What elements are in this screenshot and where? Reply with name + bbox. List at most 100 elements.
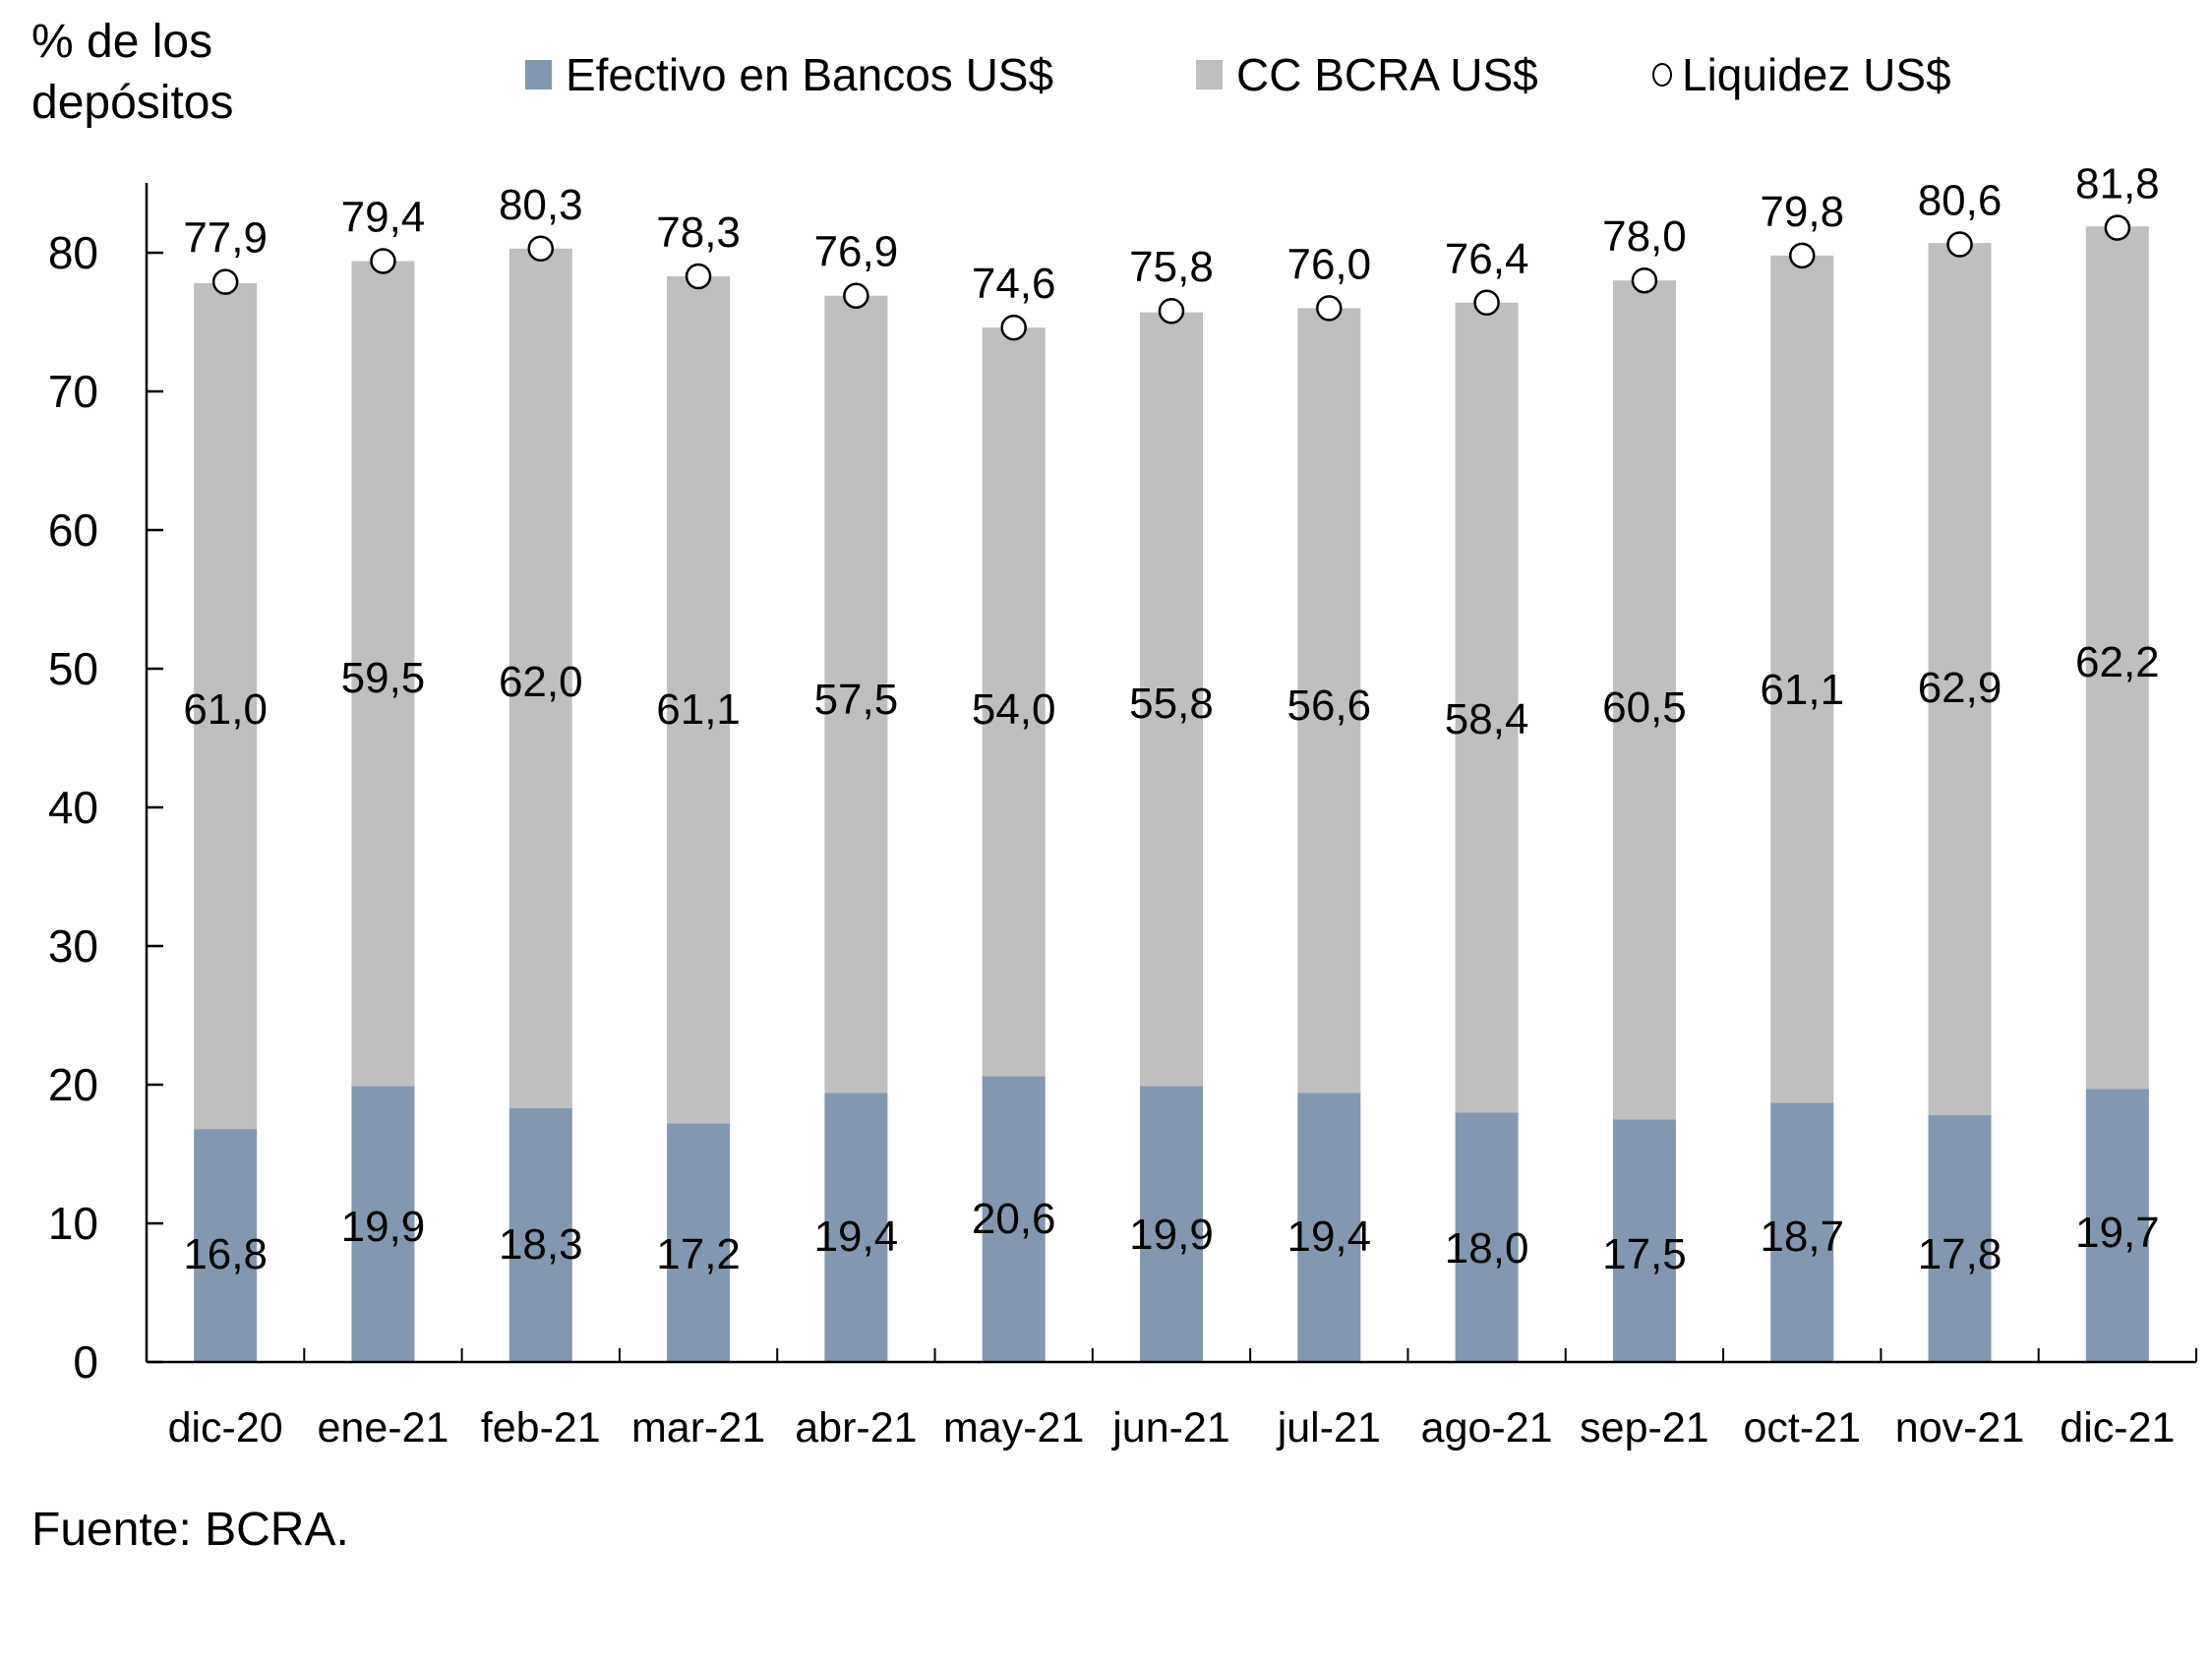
x-tick-label-jun-21: jun-21: [1110, 1404, 1230, 1452]
data-label-liquidez: 78,3: [656, 208, 741, 257]
bar-cc-bcra-may-21: [982, 327, 1046, 1077]
data-label-liquidez: 78,0: [1602, 212, 1687, 261]
axes-layer: 0 10 20 30 40 50 60 70 80 dic-20 ene-21 feb-21 mar-2…: [48, 183, 2197, 1452]
y-axis-title: % de los depósitos: [31, 12, 233, 134]
liquidez-marker-feb-21: [527, 235, 555, 263]
legend-swatch-cc-bcra: [1196, 60, 1223, 89]
legend-circle-marker-icon: [1652, 63, 1672, 87]
data-label-efectivo: 18,3: [499, 1220, 583, 1269]
data-label-cc-bcra: 61,1: [1760, 666, 1844, 714]
bar-efectivo-jul-21: [1297, 1093, 1361, 1362]
bar-efectivo-dic-21: [2085, 1089, 2149, 1362]
data-label-cc-bcra: 54,0: [972, 685, 1056, 734]
y-tick-label-0: 0: [73, 1336, 98, 1388]
bar-efectivo-abr-21: [824, 1093, 888, 1362]
x-tick-label-feb-21: feb-21: [481, 1404, 601, 1452]
bar-efectivo-ene-21: [351, 1086, 415, 1362]
bar-cc-bcra-dic-21: [2085, 226, 2149, 1090]
liquidez-marker-dic-21: [2104, 214, 2131, 241]
bar-cc-bcra-sep-21: [1612, 280, 1676, 1120]
data-label-efectivo: 20,6: [972, 1195, 1056, 1243]
data-label-cc-bcra: 56,6: [1286, 681, 1371, 730]
bar-efectivo-mar-21: [667, 1123, 731, 1362]
x-tick-label-may-21: may-21: [943, 1404, 1084, 1452]
data-label-cc-bcra: 60,5: [1602, 683, 1687, 732]
data-label-efectivo: 19,4: [1286, 1213, 1371, 1261]
bar-efectivo-ago-21: [1455, 1112, 1519, 1362]
data-label-cc-bcra: 57,5: [814, 676, 899, 724]
liquidez-marker-dic-20: [211, 268, 239, 295]
bar-cc-bcra-dic-20: [194, 283, 258, 1130]
data-label-efectivo: 19,4: [814, 1213, 899, 1261]
data-label-efectivo: 18,0: [1445, 1224, 1529, 1273]
legend-swatch-efectivo: [525, 60, 552, 89]
data-label-efectivo: 17,8: [1918, 1230, 2003, 1278]
data-label-liquidez: 75,8: [1129, 243, 1214, 291]
x-tick-label-dic-20: dic-20: [168, 1404, 283, 1452]
data-label-liquidez: 81,8: [2075, 160, 2160, 208]
x-tick-label-ene-21: ene-21: [318, 1404, 449, 1452]
data-label-liquidez: 80,3: [499, 181, 583, 229]
bar-efectivo-feb-21: [508, 1107, 572, 1362]
data-label-efectivo: 19,7: [2075, 1209, 2160, 1257]
bar-cc-bcra-oct-21: [1770, 255, 1834, 1103]
data-label-cc-bcra: 61,1: [656, 685, 741, 734]
data-label-liquidez: 76,9: [814, 228, 899, 276]
liquidez-marker-ene-21: [370, 248, 396, 274]
y-tick-label-10: 10: [48, 1198, 98, 1249]
bars-layer: [194, 226, 2149, 1362]
y-tick-label-50: 50: [48, 643, 98, 694]
bar-cc-bcra-mar-21: [667, 275, 731, 1124]
y-tick-label-60: 60: [48, 504, 98, 556]
y-tick-label-20: 20: [48, 1059, 98, 1110]
bar-efectivo-dic-20: [194, 1129, 258, 1362]
data-label-liquidez: 74,6: [972, 260, 1056, 308]
bar-efectivo-sep-21: [1612, 1119, 1676, 1362]
y-tick-label-30: 30: [48, 920, 98, 972]
x-tick-label-nov-21: nov-21: [1895, 1404, 2024, 1452]
legend-label-cc-bcra: CC BCRA US$: [1236, 49, 1538, 100]
x-tick-label-abr-21: abr-21: [795, 1404, 917, 1452]
data-label-liquidez: 80,6: [1918, 177, 2003, 225]
data-label-liquidez: 76,0: [1286, 240, 1371, 288]
markers-layer: [211, 214, 2131, 341]
y-tick-label-40: 40: [48, 782, 98, 833]
data-label-efectivo: 18,7: [1760, 1213, 1844, 1261]
x-tick-label-oct-21: oct-21: [1743, 1404, 1861, 1452]
y-axis-title-line1: % de los: [31, 16, 213, 68]
data-label-cc-bcra: 62,2: [2075, 638, 2160, 686]
bar-cc-bcra-nov-21: [1928, 243, 1992, 1116]
data-label-liquidez: 79,8: [1760, 188, 1844, 236]
liquidez-marker-mar-21: [685, 263, 712, 290]
x-tick-label-dic-21: dic-21: [2060, 1404, 2175, 1452]
bar-cc-bcra-ene-21: [351, 261, 415, 1087]
liquidez-marker-ago-21: [1473, 289, 1500, 317]
y-tick-label-80: 80: [48, 227, 98, 278]
x-tick-label-sep-21: sep-21: [1580, 1404, 1708, 1452]
y-axis-title-line2: depósitos: [31, 77, 234, 129]
bar-cc-bcra-feb-21: [508, 248, 572, 1108]
data-label-efectivo: 16,8: [183, 1230, 268, 1278]
liquidez-marker-may-21: [1000, 314, 1027, 341]
data-label-liquidez: 76,4: [1445, 235, 1529, 283]
liquidez-marker-oct-21: [1788, 242, 1816, 269]
x-tick-label-jul-21: jul-21: [1276, 1404, 1381, 1452]
legend-item-cc-bcra: CC BCRA US$: [1196, 43, 1538, 106]
bar-cc-bcra-jul-21: [1297, 308, 1361, 1094]
data-label-cc-bcra: 59,5: [341, 654, 426, 702]
bar-efectivo-nov-21: [1928, 1115, 1992, 1362]
data-label-cc-bcra: 62,9: [1918, 664, 2003, 712]
data-label-efectivo: 17,2: [656, 1230, 741, 1278]
legend-label-liquidez: Liquidez US$: [1682, 49, 1951, 100]
data-label-cc-bcra: 55,8: [1129, 680, 1214, 728]
bar-efectivo-jun-21: [1140, 1086, 1203, 1362]
liquidez-marker-jun-21: [1158, 297, 1185, 325]
data-label-efectivo: 17,5: [1602, 1230, 1687, 1278]
data-label-cc-bcra: 58,4: [1445, 695, 1529, 743]
bar-efectivo-oct-21: [1770, 1102, 1834, 1362]
x-tick-label-ago-21: ago-21: [1421, 1404, 1553, 1452]
data-label-efectivo: 19,9: [341, 1203, 426, 1251]
liquidez-marker-abr-21: [843, 282, 869, 309]
y-tick-label-70: 70: [48, 366, 98, 417]
